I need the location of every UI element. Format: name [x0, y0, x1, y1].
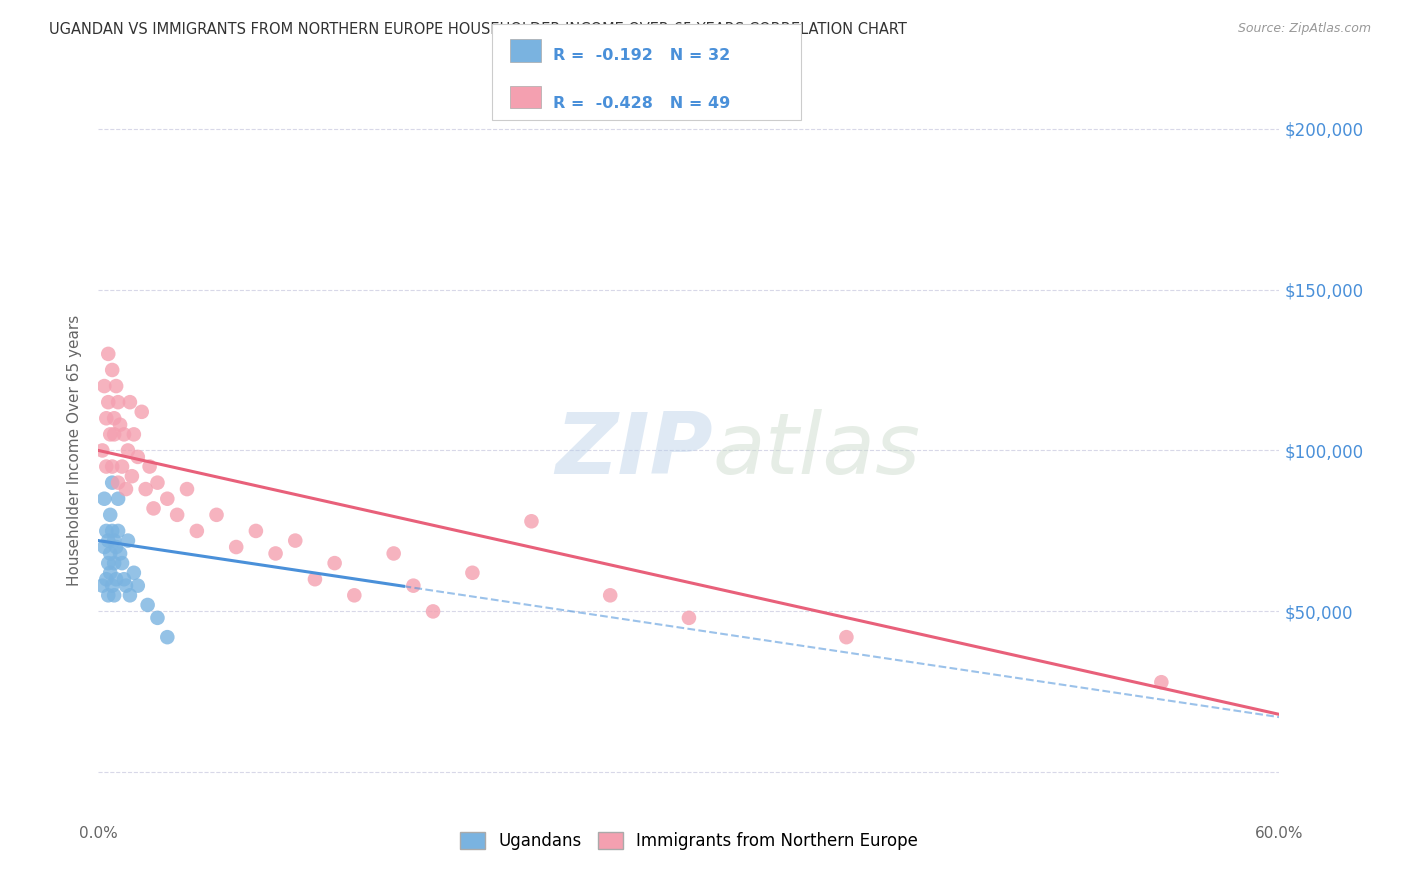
Point: [127, 579, 149, 593]
Point: [103, 411, 125, 425]
Point: [101, 475, 124, 490]
Point: [107, 524, 129, 538]
Point: [98, 546, 121, 560]
Point: [105, 379, 128, 393]
Point: [135, 482, 157, 496]
Point: [127, 450, 149, 464]
Point: [343, 588, 366, 602]
Point: [103, 556, 125, 570]
Point: [245, 524, 267, 538]
Point: [1150, 675, 1173, 690]
Point: [142, 501, 165, 516]
Point: [122, 427, 145, 442]
Point: [382, 546, 405, 560]
Text: Source: ZipAtlas.com: Source: ZipAtlas.com: [1237, 22, 1371, 36]
Point: [93, 540, 115, 554]
Point: [599, 588, 621, 602]
Point: [402, 579, 425, 593]
Point: [97, 533, 120, 548]
Point: [96, 572, 118, 586]
Point: [98, 566, 121, 580]
Point: [112, 572, 135, 586]
Point: [121, 469, 143, 483]
Point: [156, 630, 179, 644]
Point: [93, 491, 115, 506]
Point: [103, 533, 125, 548]
Point: [205, 508, 228, 522]
Point: [136, 598, 159, 612]
Point: [97, 395, 120, 409]
Point: [520, 514, 543, 528]
Point: [225, 540, 247, 554]
Text: R =  -0.192   N = 32: R = -0.192 N = 32: [553, 48, 730, 63]
Point: [117, 533, 139, 548]
Point: [118, 395, 141, 409]
Text: ZIP: ZIP: [555, 409, 713, 492]
Point: [131, 405, 153, 419]
Text: UGANDAN VS IMMIGRANTS FROM NORTHERN EUROPE HOUSEHOLDER INCOME OVER 65 YEARS CORR: UGANDAN VS IMMIGRANTS FROM NORTHERN EURO…: [49, 22, 907, 37]
Point: [156, 491, 179, 506]
Point: [122, 566, 145, 580]
Point: [678, 611, 700, 625]
Point: [111, 556, 134, 570]
Point: [98, 508, 121, 522]
Point: [112, 427, 135, 442]
Point: [97, 588, 120, 602]
Point: [111, 459, 134, 474]
Point: [91, 579, 114, 593]
Point: [117, 443, 139, 458]
Point: [96, 524, 118, 538]
Point: [323, 556, 346, 570]
Text: atlas: atlas: [713, 409, 921, 492]
Point: [101, 459, 124, 474]
Point: [101, 579, 124, 593]
Point: [97, 556, 120, 570]
Point: [97, 347, 120, 361]
Point: [108, 417, 131, 432]
Point: [461, 566, 484, 580]
Point: [93, 379, 115, 393]
Point: [98, 427, 121, 442]
Point: [96, 411, 118, 425]
Point: [103, 427, 125, 442]
Legend: Ugandans, Immigrants from Northern Europe: Ugandans, Immigrants from Northern Europ…: [453, 825, 925, 856]
Point: [96, 459, 118, 474]
Point: [264, 546, 287, 560]
Point: [107, 491, 129, 506]
Point: [422, 604, 444, 618]
Point: [103, 588, 125, 602]
Point: [146, 611, 169, 625]
Point: [304, 572, 326, 586]
Point: [176, 482, 198, 496]
Point: [91, 443, 114, 458]
Point: [101, 363, 124, 377]
Point: [146, 475, 169, 490]
Point: [284, 533, 307, 548]
Text: R =  -0.428   N = 49: R = -0.428 N = 49: [553, 96, 730, 112]
Y-axis label: Householder Income Over 65 years: Householder Income Over 65 years: [67, 315, 83, 586]
Point: [115, 579, 138, 593]
Point: [105, 572, 128, 586]
Point: [115, 482, 138, 496]
Point: [105, 540, 128, 554]
Point: [835, 630, 858, 644]
Point: [107, 475, 129, 490]
Point: [186, 524, 208, 538]
Point: [108, 546, 131, 560]
Point: [101, 524, 124, 538]
Point: [118, 588, 141, 602]
Point: [107, 395, 129, 409]
Point: [166, 508, 188, 522]
Point: [138, 459, 160, 474]
